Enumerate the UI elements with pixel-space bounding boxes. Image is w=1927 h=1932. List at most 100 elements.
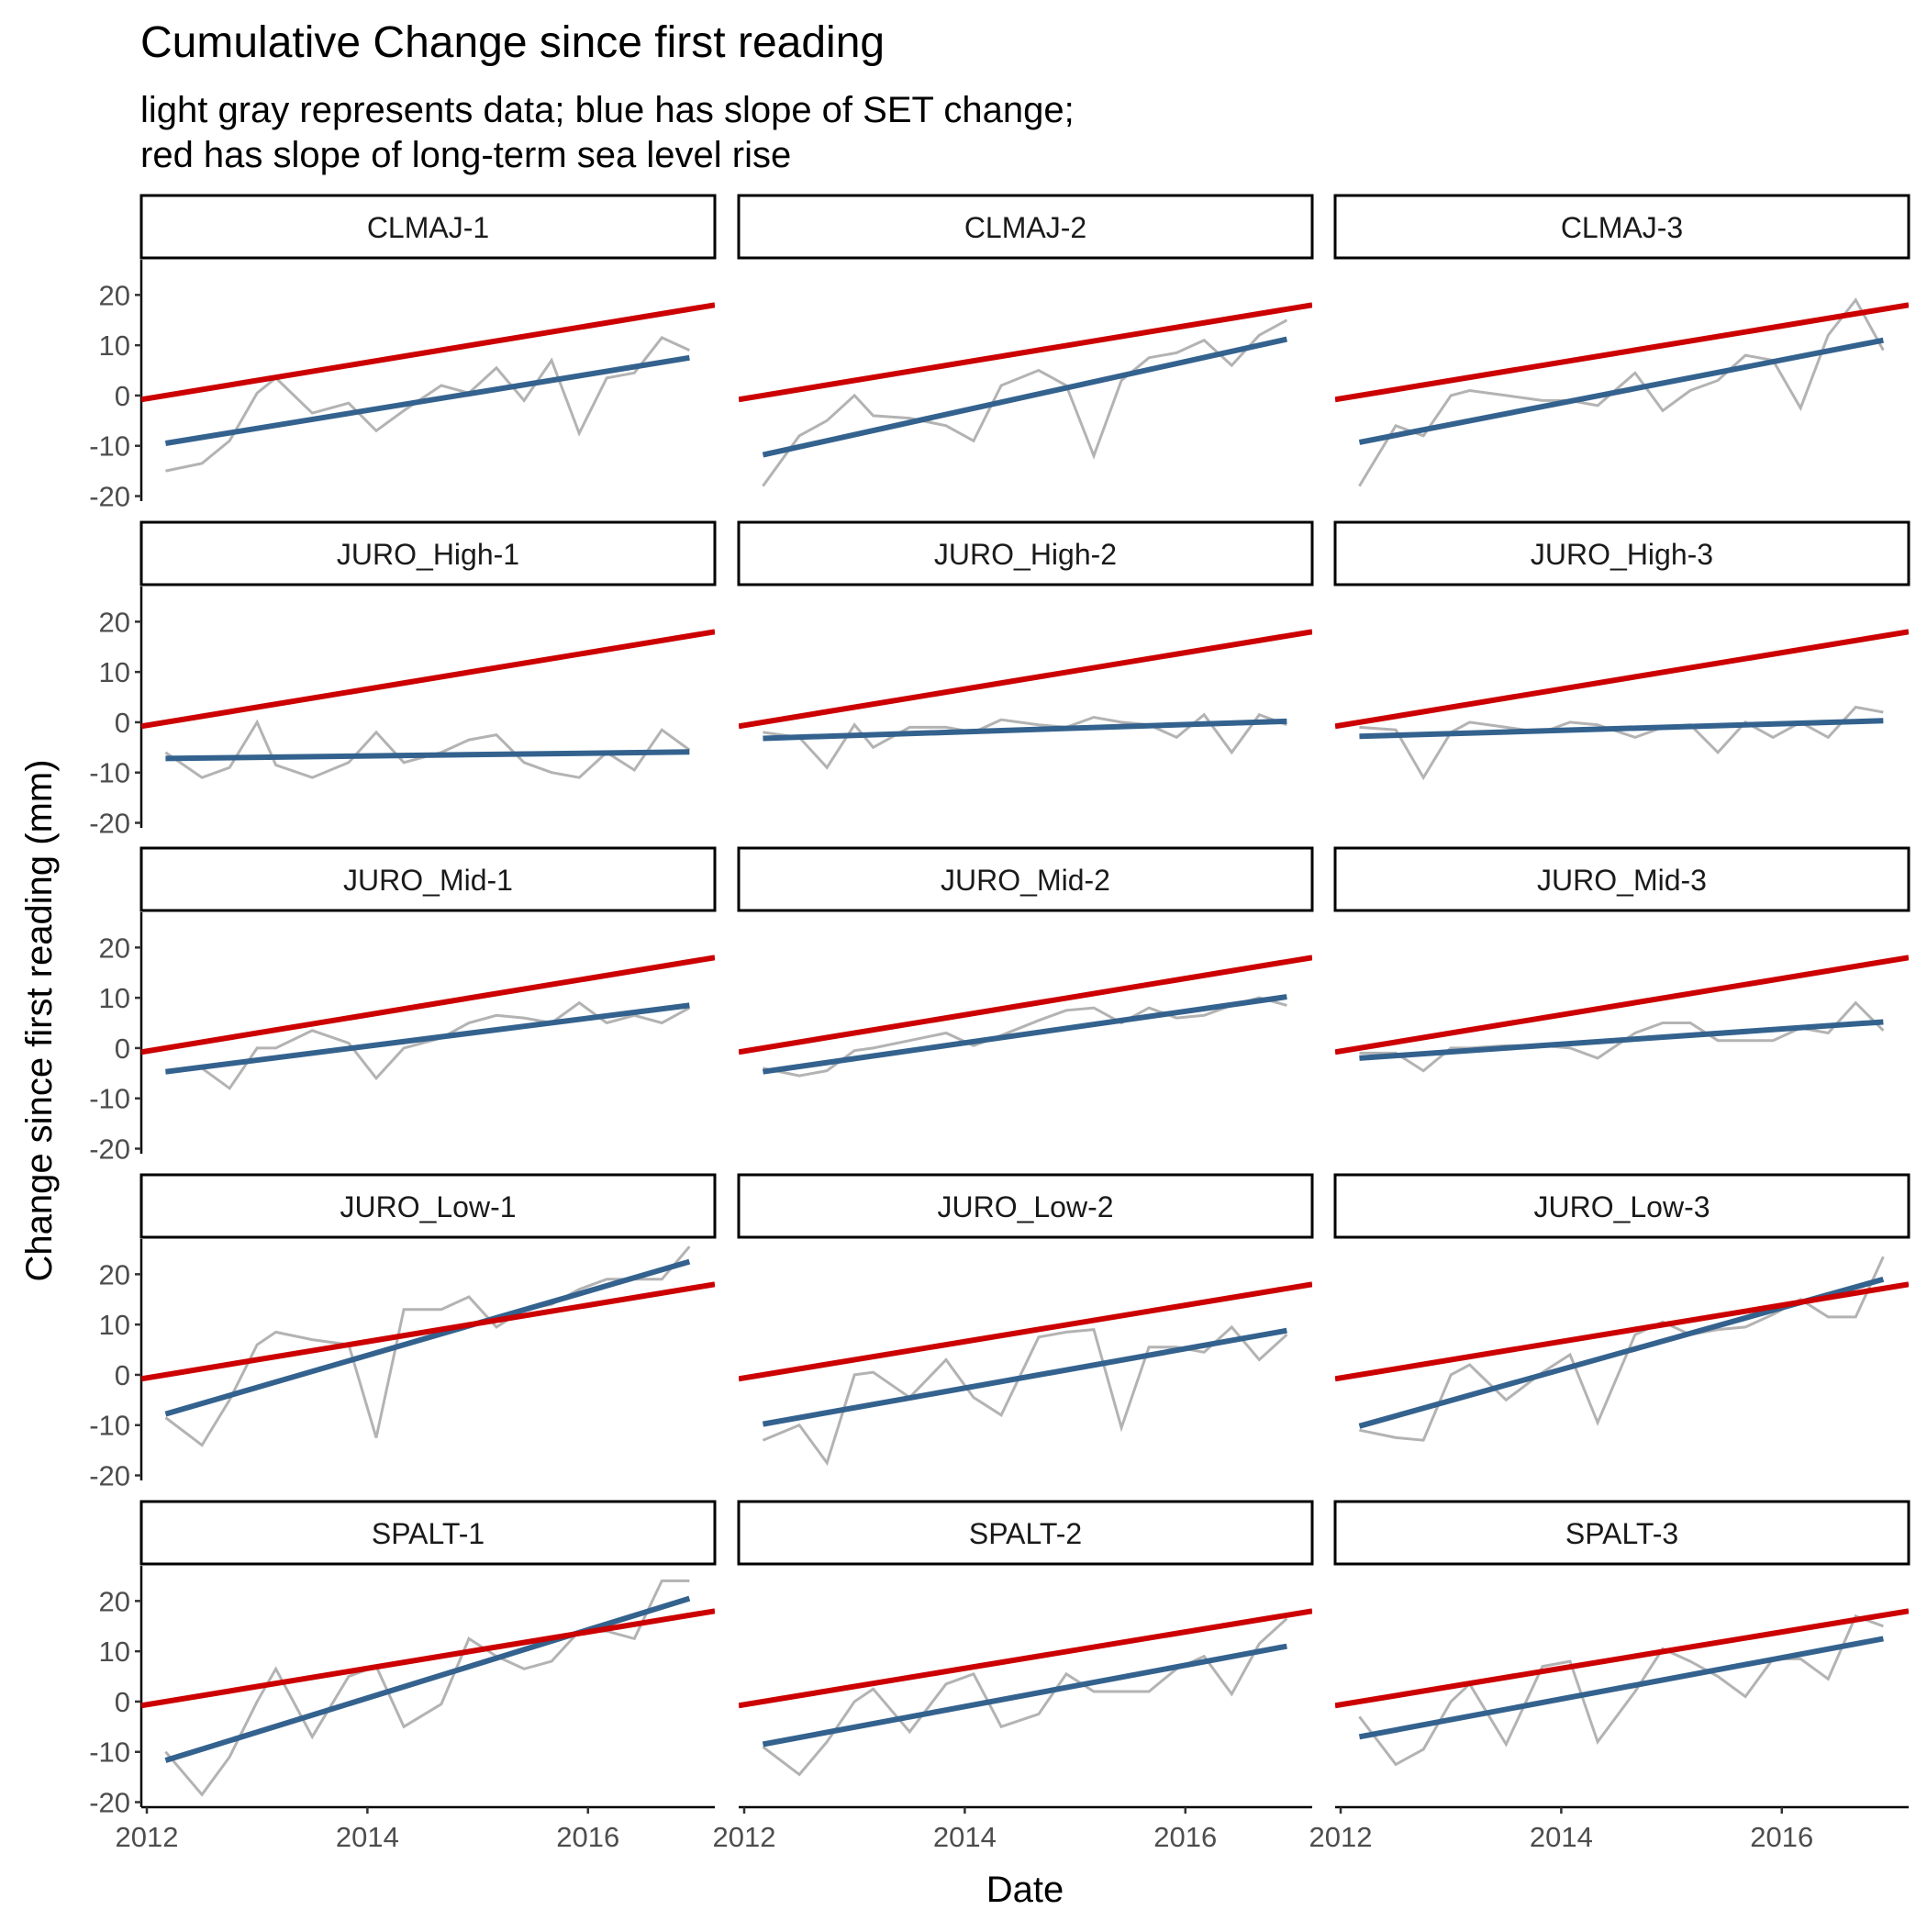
facet-panel: JURO_High-2 <box>737 520 1314 770</box>
set-change-slope-line <box>164 1595 691 1763</box>
panel-series <box>739 1281 1312 1467</box>
y-tick-label: -20 <box>89 1787 130 1819</box>
facet-strip <box>139 520 717 586</box>
facet-strip <box>737 846 1314 912</box>
facet-strip <box>1333 846 1910 912</box>
y-tick-label: -10 <box>89 430 130 463</box>
panel-series <box>1335 955 1909 1073</box>
sea-level-rise-line <box>739 1281 1312 1382</box>
y-tick-label: 20 <box>99 1585 130 1617</box>
sea-level-rise-line <box>1335 1608 1909 1709</box>
facet-strip-label: JURO_Low-1 <box>340 1190 516 1223</box>
facet-strip <box>1333 1173 1910 1239</box>
set-change-slope-line <box>165 1002 690 1075</box>
facet-panel: CLMAJ-2 <box>737 194 1314 487</box>
facet-panel: SPALT-1 -20 -10 0 10 20 2012 2014 2016 <box>89 1500 717 1853</box>
x-tick-label: 2012 <box>1309 1821 1373 1853</box>
x-axis-title: Date <box>986 1870 1064 1910</box>
panel-series <box>1335 297 1909 487</box>
panel-series <box>1335 1608 1909 1767</box>
y-tick-label: 0 <box>115 707 130 739</box>
facet-strip <box>737 1173 1314 1239</box>
data-series-line <box>1359 705 1884 781</box>
x-tick-label: 2014 <box>336 1821 399 1853</box>
facet-panel: JURO_High-1 -20 -10 0 10 20 <box>89 520 717 840</box>
facet-panel: CLMAJ-3 <box>1333 194 1910 487</box>
facet-strip-label: JURO_High-1 <box>337 538 519 571</box>
data-series-line <box>1358 1614 1884 1767</box>
chart-subtitle-line-2: red has slope of long-term sea level ris… <box>140 135 791 175</box>
facet-panel: JURO_Mid-3 <box>1333 846 1910 1073</box>
facet-panels: CLMAJ-1 -20 -10 0 10 20 CLMAJ-2 CLMAJ-3 JURO_Hig… <box>89 194 1910 1853</box>
sea-level-rise-line <box>739 1608 1312 1709</box>
sea-level-rise-line <box>141 1608 715 1709</box>
data-series-line <box>165 336 691 473</box>
sea-level-rise-line <box>1335 955 1909 1055</box>
y-axis-title: Change since first reading (mm) <box>19 759 60 1281</box>
sea-level-rise-line <box>739 629 1312 730</box>
panel-series <box>141 302 715 473</box>
panel-series <box>141 629 715 779</box>
set-change-slope-line <box>762 336 1288 458</box>
sea-level-rise-line <box>1335 1281 1909 1382</box>
chart-subtitle-line-1: light gray represents data; blue has slo… <box>140 90 1075 130</box>
data-series-line <box>763 996 1287 1078</box>
facet-strip <box>737 520 1314 586</box>
y-tick-label: 0 <box>115 380 130 412</box>
set-change-slope-line <box>762 1327 1287 1427</box>
facet-panel: JURO_Low-1 -20 -10 0 10 20 <box>89 1173 717 1492</box>
facet-panel: SPALT-3 2012 2014 2016 <box>1309 1500 1910 1853</box>
panel-series <box>1335 629 1909 781</box>
x-tick-label: 2016 <box>1750 1821 1813 1853</box>
set-change-slope-line <box>164 354 690 446</box>
y-tick-label: -10 <box>89 757 130 789</box>
x-tick-label: 2012 <box>116 1821 179 1853</box>
data-series-line <box>762 1324 1288 1467</box>
facet-panel: JURO_Low-3 <box>1333 1173 1910 1442</box>
y-tick-label: 10 <box>99 329 130 362</box>
y-tick-label: 20 <box>99 606 130 638</box>
facet-panel: JURO_Mid-2 <box>737 846 1314 1078</box>
sea-level-rise-line <box>739 955 1312 1055</box>
y-tick-label: 10 <box>99 982 130 1014</box>
panel-series <box>739 955 1312 1078</box>
y-tick-label: -10 <box>89 1410 130 1442</box>
set-change-slope-line <box>763 994 1287 1075</box>
facet-strip <box>1333 520 1910 586</box>
data-series-line <box>763 712 1287 770</box>
data-series-line <box>762 318 1288 487</box>
x-tick-label: 2016 <box>1153 1821 1217 1853</box>
facet-strip-label: JURO_High-3 <box>1531 538 1713 571</box>
panel-series <box>739 1608 1312 1777</box>
y-tick-label: 0 <box>115 1686 130 1718</box>
data-series-line <box>164 719 691 779</box>
set-change-slope-line <box>1359 1019 1884 1061</box>
facet-panel: SPALT-2 2012 2014 2016 <box>713 1500 1314 1853</box>
y-tick-label: -10 <box>89 1737 130 1769</box>
sea-level-rise-line <box>1335 629 1909 730</box>
facet-strip <box>139 846 717 912</box>
sea-level-rise-line <box>1335 302 1909 403</box>
data-series-line <box>164 1245 691 1447</box>
set-change-slope-line <box>164 1258 691 1417</box>
sea-level-rise-line <box>141 629 715 730</box>
facet-strip-label: JURO_Low-3 <box>1533 1190 1710 1223</box>
facet-strip-label: SPALT-3 <box>1565 1517 1678 1550</box>
facet-panel: JURO_High-3 <box>1333 520 1910 781</box>
y-tick-label: 10 <box>99 656 130 688</box>
panel-series <box>141 1579 715 1797</box>
y-tick-label: -20 <box>89 1134 130 1166</box>
facet-strip-label: JURO_Low-2 <box>937 1190 1113 1223</box>
facet-strip-label: JURO_Mid-2 <box>941 864 1110 897</box>
data-series-line <box>1358 297 1885 487</box>
y-tick-label: 0 <box>115 1359 130 1391</box>
facet-strip <box>139 194 717 260</box>
sea-level-rise-line <box>739 302 1312 403</box>
facet-strip-label: SPALT-1 <box>372 1517 485 1550</box>
facet-strip <box>139 1173 717 1239</box>
facet-strip-label: CLMAJ-2 <box>964 211 1086 244</box>
chart-title: Cumulative Change since first reading <box>140 18 885 67</box>
x-tick-label: 2014 <box>933 1821 997 1853</box>
